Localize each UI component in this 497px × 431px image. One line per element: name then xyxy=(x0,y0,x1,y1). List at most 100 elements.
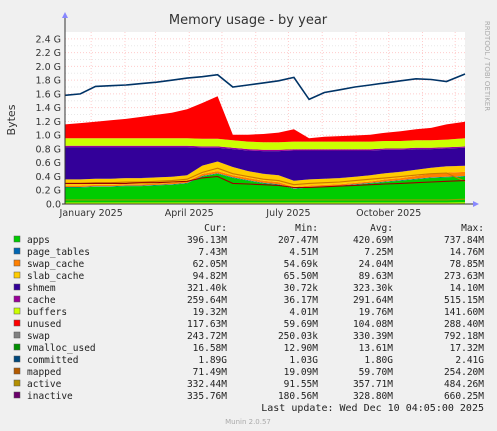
legend-value: 515.15M xyxy=(444,295,484,306)
legend-value: 288.40M xyxy=(444,319,484,330)
x-tick-label: January 2025 xyxy=(59,208,123,219)
area-buffers xyxy=(65,145,465,152)
legend-value: 141.60M xyxy=(444,307,484,318)
legend-value: 1.80G xyxy=(364,355,393,366)
chart-title: Memory usage - by year xyxy=(169,13,328,28)
legend-value: 335.76M xyxy=(187,391,227,402)
legend-name: vmalloc_used xyxy=(27,343,96,354)
legend-swatch xyxy=(13,379,21,387)
legend-swatch xyxy=(13,319,21,327)
legend-value: 117.63M xyxy=(187,319,227,330)
legend-value: 243.72M xyxy=(187,331,227,342)
legend-value: 396.13M xyxy=(187,235,227,246)
legend-value: 89.63M xyxy=(359,271,394,282)
y-tick-label: 0.4 G xyxy=(36,172,62,183)
y-tick-label: 0.8 G xyxy=(36,144,62,155)
legend-swatch xyxy=(13,391,21,399)
legend-value: 792.18M xyxy=(444,331,484,342)
legend-value: 1.03G xyxy=(289,355,318,366)
y-tick-label: 1.2 G xyxy=(36,117,62,128)
legend-value: 19.76M xyxy=(359,307,394,318)
series-lines xyxy=(64,73,466,204)
x-axis-arrow xyxy=(473,201,479,207)
legend-value: 207.47M xyxy=(278,235,318,246)
legend-value: 12.90M xyxy=(284,343,319,354)
x-tick-label: October 2025 xyxy=(356,208,421,219)
legend-value: 16.58M xyxy=(193,343,228,354)
legend-value: 91.55M xyxy=(284,379,319,390)
legend-value: 4.01M xyxy=(289,307,318,318)
legend-value: 330.39M xyxy=(353,331,393,342)
line-active xyxy=(65,167,466,186)
axes xyxy=(62,12,479,207)
y-axis-label: Bytes xyxy=(5,104,18,135)
legend-name: cache xyxy=(27,295,56,306)
line-mapped xyxy=(65,198,466,201)
legend-header: Max: xyxy=(461,223,484,234)
legend-value: 7.25M xyxy=(364,247,393,258)
legend-value: 59.70M xyxy=(359,367,394,378)
area-apps xyxy=(65,173,465,204)
legend-swatch xyxy=(13,331,21,339)
legend-header: Min: xyxy=(295,223,318,234)
legend-value: 4.51M xyxy=(289,247,318,258)
legend-value: 1.89G xyxy=(198,355,227,366)
x-tick-label: July 2025 xyxy=(265,208,310,219)
legend-value: 7.43M xyxy=(198,247,227,258)
legend-value: 420.69M xyxy=(353,235,393,246)
y-tick-label: 0.2 G xyxy=(36,186,62,197)
y-tick-label: 1.6 G xyxy=(36,89,62,100)
x-tick-labels: January 2025 April 2025 July 2025 October 2… xyxy=(59,208,422,219)
y-tick-label: 1.4 G xyxy=(36,103,62,114)
legend-value: 19.32M xyxy=(193,307,228,318)
legend-name: apps xyxy=(27,235,50,246)
y-tick-label: 1.0 G xyxy=(36,131,62,142)
legend-name: swap xyxy=(27,331,50,342)
line-committed xyxy=(64,73,466,101)
legend-name: mapped xyxy=(27,367,61,378)
legend-name: inactive xyxy=(27,391,73,402)
legend-value: 54.69k xyxy=(284,259,319,270)
legend-value: 30.72k xyxy=(284,283,319,294)
legend-value: 332.44M xyxy=(187,379,227,390)
legend-value: 328.80M xyxy=(353,391,393,402)
line-inactive xyxy=(65,175,466,189)
legend-name: slab_cache xyxy=(27,271,84,282)
legend-swatch xyxy=(13,247,21,255)
legend-value: 14.10M xyxy=(450,283,485,294)
legend-value: 71.49M xyxy=(193,367,228,378)
munin-version: Munin 2.0.57 xyxy=(225,418,271,426)
y-axis-arrow xyxy=(62,12,68,18)
legend-swatch xyxy=(13,307,21,315)
legend-value: 321.40k xyxy=(187,283,227,294)
legend-value: 19.09M xyxy=(284,367,319,378)
legend-header: Cur: xyxy=(204,223,227,234)
legend-value: 180.56M xyxy=(278,391,318,402)
legend-name: active xyxy=(27,379,62,390)
legend-name: page_tables xyxy=(27,247,90,258)
legend-value: 62.05M xyxy=(193,259,228,270)
area-unused xyxy=(65,138,465,150)
legend-value: 24.04M xyxy=(359,259,394,270)
legend-value: 660.25M xyxy=(444,391,484,402)
legend-value: 104.08M xyxy=(353,319,393,330)
legend-value: 78.85M xyxy=(450,259,485,270)
legend-header: Avg: xyxy=(370,223,393,234)
rrdtool-credit: RRDTOOL / TOBI OETIKER xyxy=(483,21,491,111)
legend-swatch xyxy=(13,259,21,267)
legend-swatch xyxy=(13,367,21,375)
legend-value: 65.50M xyxy=(284,271,319,282)
area-swap xyxy=(65,96,465,143)
legend-value: 13.61M xyxy=(359,343,394,354)
legend-swatch xyxy=(13,235,21,243)
y-tick-label: 2.2 G xyxy=(36,48,62,59)
area-swap-cache xyxy=(65,171,465,189)
x-tick-label: April 2025 xyxy=(165,208,214,219)
legend-value: 273.63M xyxy=(444,271,484,282)
y-tick-label: 0.0 xyxy=(46,200,61,211)
legend-swatch xyxy=(13,355,21,363)
legend-swatch xyxy=(13,271,21,279)
legend-swatch xyxy=(13,295,21,303)
legend-name: shmem xyxy=(27,283,56,294)
